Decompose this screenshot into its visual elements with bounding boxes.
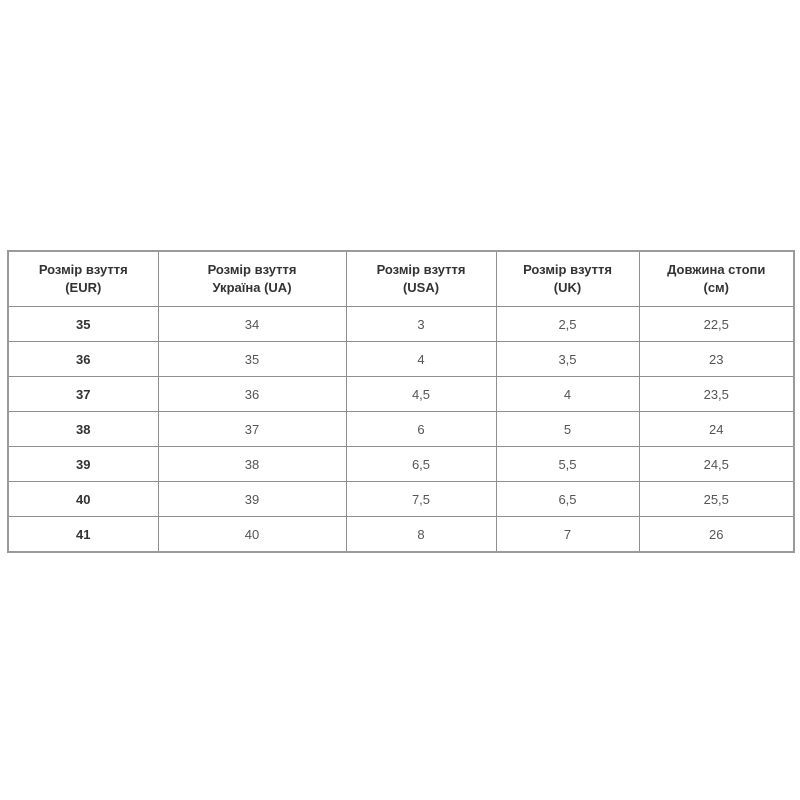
cell-uk: 5,5 (495, 446, 640, 482)
cell-foot-length: 24 (638, 411, 795, 447)
cell-eur: 36 (7, 341, 159, 377)
cell-usa: 4,5 (345, 376, 497, 412)
cell-uk: 6,5 (495, 481, 640, 517)
header-text: Розмір взуття (523, 262, 612, 277)
cell-eur: 41 (7, 516, 159, 553)
header-ua: Розмір взуття Україна (UA) (157, 250, 347, 307)
table-row: 36 35 4 3,5 23 (7, 341, 795, 377)
header-uk: Розмір взуття (UK) (495, 250, 640, 307)
header-text: (см) (703, 280, 729, 295)
table-row: 39 38 6,5 5,5 24,5 (7, 446, 795, 482)
header-text: (EUR) (65, 280, 102, 295)
table-row: 35 34 3 2,5 22,5 (7, 306, 795, 342)
cell-ua: 37 (157, 411, 347, 447)
cell-foot-length: 26 (638, 516, 795, 553)
cell-uk: 3,5 (495, 341, 640, 377)
cell-uk: 7 (495, 516, 640, 553)
cell-uk: 2,5 (495, 306, 640, 342)
cell-eur: 37 (7, 376, 159, 412)
table-row: 40 39 7,5 6,5 25,5 (7, 481, 795, 517)
header-text: Довжина стопи (667, 262, 766, 277)
cell-uk: 5 (495, 411, 640, 447)
cell-uk: 4 (495, 376, 640, 412)
cell-ua: 38 (157, 446, 347, 482)
cell-usa: 6 (345, 411, 497, 447)
cell-ua: 35 (157, 341, 347, 377)
cell-foot-length: 23,5 (638, 376, 795, 412)
cell-usa: 4 (345, 341, 497, 377)
table-row: 38 37 6 5 24 (7, 411, 795, 447)
cell-eur: 40 (7, 481, 159, 517)
cell-foot-length: 25,5 (638, 481, 795, 517)
cell-eur: 39 (7, 446, 159, 482)
cell-foot-length: 24,5 (638, 446, 795, 482)
cell-ua: 36 (157, 376, 347, 412)
table-row: 37 36 4,5 4 23,5 (7, 376, 795, 412)
header-text: Розмір взуття (376, 262, 466, 277)
cell-usa: 7,5 (345, 481, 497, 517)
shoe-size-table: Розмір взуття (EUR) Розмір взуття Україна (… (7, 250, 795, 553)
header-text: Україна (UA) (212, 280, 292, 295)
cell-foot-length: 23 (638, 341, 795, 377)
cell-ua: 39 (157, 481, 347, 517)
cell-foot-length: 22,5 (638, 306, 795, 342)
cell-usa: 6,5 (345, 446, 497, 482)
cell-eur: 38 (7, 411, 159, 447)
header-text: (USA) (402, 280, 440, 295)
cell-ua: 40 (157, 516, 347, 553)
header-eur: Розмір взуття (EUR) (7, 250, 159, 307)
header-text: Розмір взуття (38, 262, 128, 277)
header-usa: Розмір взуття (USA) (345, 250, 497, 307)
cell-eur: 35 (7, 306, 159, 342)
header-text: (UK) (553, 280, 582, 295)
header-foot-length: Довжина стопи (см) (638, 250, 795, 307)
cell-usa: 3 (345, 306, 497, 342)
cell-ua: 34 (157, 306, 347, 342)
table-row: 41 40 8 7 26 (7, 516, 795, 553)
header-row: Розмір взуття (EUR) Розмір взуття Україна (… (7, 250, 795, 307)
cell-usa: 8 (345, 516, 497, 553)
header-text: Розмір взуття (207, 262, 297, 277)
